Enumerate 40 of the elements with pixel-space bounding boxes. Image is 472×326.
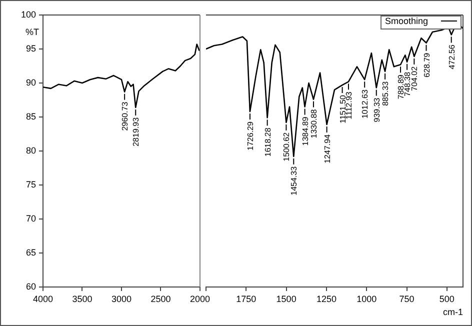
annotation: 1330.88 [309, 108, 318, 138]
x-tick-label: 4000 [32, 294, 54, 304]
annotation: 1247.94 [322, 134, 332, 164]
x-tick-label: 1500 [276, 294, 296, 304]
annotation: 704.02 [410, 66, 420, 91]
y-axis-title: %T [26, 27, 40, 37]
x-tick-label: 500 [439, 294, 454, 304]
x-tick-label: 2000 [190, 294, 210, 304]
y-tick-label: 100 [20, 9, 36, 20]
annotation: 472.56 [447, 44, 456, 70]
annotation: 939.33 [372, 97, 382, 122]
x-tick-label: 2500 [150, 294, 171, 304]
legend-label: Smoothing [385, 16, 428, 26]
y-tick-label: 70 [26, 213, 36, 224]
annotation: 1012.63 [360, 89, 370, 119]
y-tick-label: 75 [26, 179, 36, 190]
annotation: 1500.62 [282, 132, 292, 162]
x-tick-label: 1250 [316, 294, 336, 304]
y-tick-label: 80 [26, 145, 36, 156]
x-tick-label: 1000 [356, 294, 377, 304]
y-tick-label: 95 [26, 43, 36, 54]
y-tick-label: 60 [26, 281, 36, 292]
annotation: 1384.89 [300, 116, 310, 146]
annotation: 885.33 [381, 80, 390, 106]
annotation: 1726.29 [246, 121, 255, 150]
x-tick-label: 3000 [111, 294, 132, 304]
annotation: 1454.33 [290, 166, 299, 196]
x-tick-label: 3500 [72, 294, 92, 304]
x-tick-label: 750 [399, 294, 414, 304]
x-tick-label: 1750 [236, 294, 256, 304]
y-tick-label: 65 [26, 247, 36, 258]
y-tick-label: 90 [26, 77, 36, 88]
annotation: 628.79 [422, 52, 432, 78]
annotation: 2960.73 [120, 101, 130, 131]
y-tick-label: 85 [26, 111, 36, 122]
annotation: 2819.93 [132, 116, 141, 146]
annotation: 788.89 [396, 74, 406, 100]
annotation: 748.38 [403, 71, 412, 96]
x-axis-title: cm-1 [443, 307, 463, 317]
annotation: 1618.28 [263, 127, 272, 157]
